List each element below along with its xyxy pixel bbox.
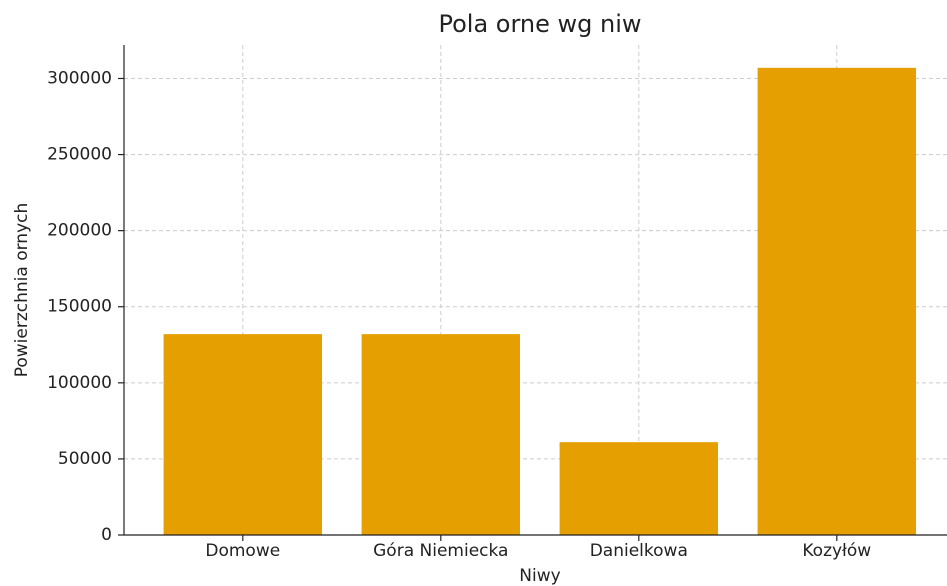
y-axis-label: Powierzchnia ornych bbox=[12, 203, 32, 378]
y-tick-label: 100000 bbox=[47, 373, 112, 393]
x-tick-label: Danielkowa bbox=[590, 541, 688, 561]
bar bbox=[757, 67, 916, 536]
y-tick-label: 250000 bbox=[47, 145, 112, 165]
y-tick-label: 300000 bbox=[47, 68, 112, 88]
x-tick-label: Domowe bbox=[205, 541, 280, 561]
chart-title: Pola orne wg niw bbox=[438, 10, 641, 38]
x-axis-label: Niwy bbox=[519, 566, 560, 586]
x-tick-label: Góra Niemiecka bbox=[373, 541, 508, 561]
y-tick-label: 200000 bbox=[47, 221, 112, 241]
bar bbox=[163, 334, 322, 535]
x-tick-label: Kozyłów bbox=[802, 541, 871, 561]
bar bbox=[559, 442, 718, 535]
y-tick-label: 150000 bbox=[47, 297, 112, 317]
y-tick-label: 50000 bbox=[58, 449, 112, 469]
y-tick-label: 0 bbox=[101, 525, 112, 545]
bar bbox=[361, 334, 520, 535]
